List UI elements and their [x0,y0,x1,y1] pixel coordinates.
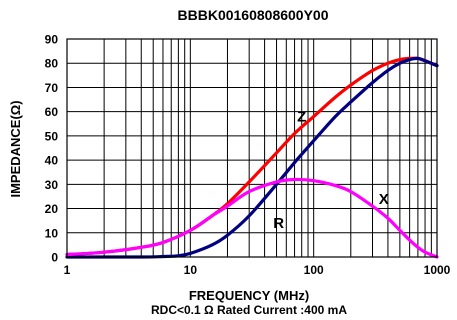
x-tick-label: 1 [64,263,71,277]
y-axis-label: IMPEDANCE(Ω) [8,100,23,197]
y-tick-label: 0 [51,251,58,265]
x-tick-label: 10 [184,263,198,277]
chart-title: BBBK00160808600Y00 [178,7,329,23]
y-tick-label: 70 [45,81,59,95]
curve-label-r: R [273,215,284,232]
x-tick-label: 100 [304,263,324,277]
y-tick-label: 10 [45,226,59,240]
curve-label-z: Z [297,109,306,126]
rdc-rated-current-note: RDC<0.1 Ω Rated Current :400 mA [151,303,347,317]
y-tick-label: 40 [45,154,59,168]
y-tick-label: 90 [45,33,59,47]
y-tick-label: 60 [45,105,59,119]
y-tick-label: 20 [45,202,59,216]
grid [67,39,437,257]
y-tick-label: 80 [45,57,59,71]
curves [65,56,439,259]
tick-labels: 1 10 100 1000 0 10 20 30 40 50 60 70 80 90 [45,33,451,278]
curve-label-x: X [379,191,389,208]
plot-frame [66,38,438,258]
y-tick-label: 50 [45,129,59,143]
curve-labels: Z R X [273,109,389,233]
x-axis-label: FREQUENCY (MHz) [189,288,309,303]
series-x-line [65,177,439,259]
y-tick-label: 30 [45,178,59,192]
series-r-line [65,56,439,259]
x-tick-label: 1000 [424,263,451,277]
